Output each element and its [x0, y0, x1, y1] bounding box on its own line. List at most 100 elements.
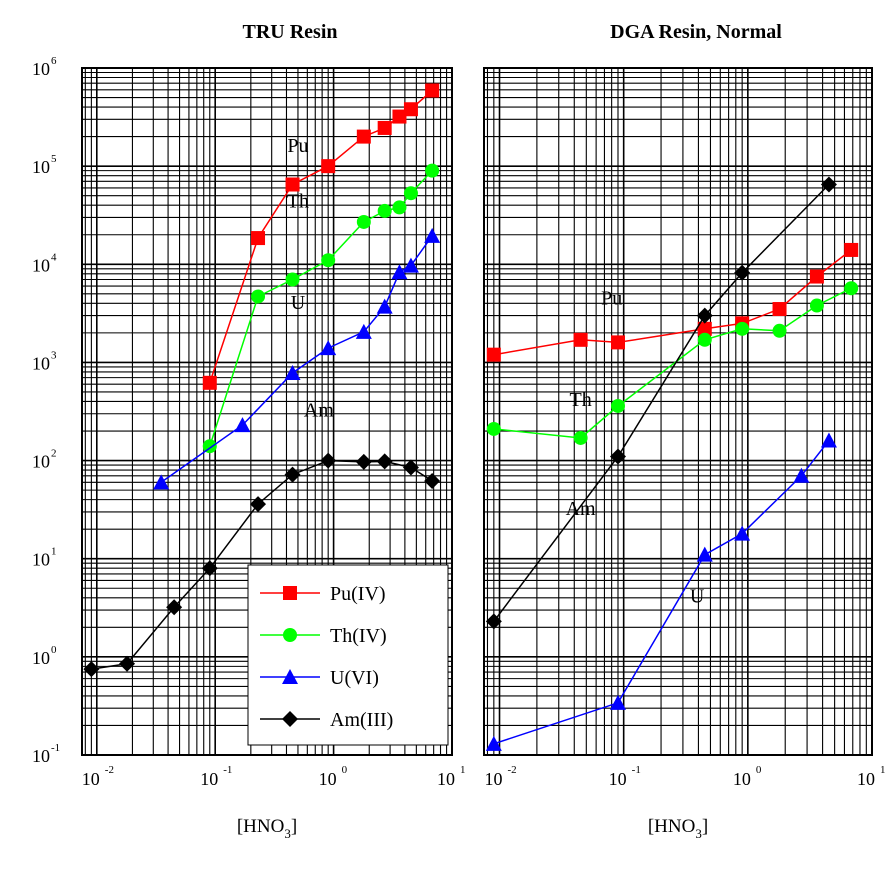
- series-line-u-vi: [493, 440, 830, 745]
- legend-box: [247, 564, 449, 746]
- legend-marker-u-vi: [282, 669, 298, 684]
- data-point-th-iv: [610, 398, 625, 413]
- y-tick-label: 10: [32, 452, 50, 472]
- data-point-am-iii: [166, 599, 183, 616]
- x-tick-exponent: -1: [632, 764, 641, 776]
- chart-title-right: DGA Resin, Normal: [610, 21, 782, 43]
- x-tick-label: 10: [857, 769, 875, 789]
- data-point-u-vi: [424, 227, 441, 243]
- legend-marker-am-iii: [282, 711, 298, 727]
- legend-marker-th-iv: [283, 628, 297, 642]
- data-point-pu-iv: [202, 375, 217, 390]
- y-tick-exponent: 4: [51, 251, 57, 263]
- data-point-th-iv: [392, 200, 407, 215]
- data-point-am-iii: [201, 560, 218, 577]
- x-tick-exponent: -2: [105, 764, 114, 776]
- data-point-am-iii: [320, 452, 337, 469]
- data-point-th-iv: [573, 430, 588, 445]
- x-tick-label: 10: [437, 769, 455, 789]
- data-point-u-vi: [485, 735, 502, 751]
- y-tick-label: 10: [32, 550, 50, 570]
- series-annotation: Am: [566, 498, 596, 520]
- data-point-th-iv: [321, 253, 336, 268]
- y-tick-label: 10: [32, 157, 50, 177]
- y-tick-exponent: 6: [51, 55, 57, 67]
- data-point-th-iv: [356, 214, 371, 229]
- data-point-pu-iv: [610, 335, 625, 350]
- data-point-pu-iv: [425, 83, 440, 98]
- data-point-am-iii: [696, 307, 713, 324]
- data-point-u-vi: [391, 264, 408, 280]
- y-tick-label: 10: [32, 255, 50, 275]
- data-point-am-iii: [609, 448, 626, 465]
- data-point-pu-iv: [403, 102, 418, 117]
- x-tick-label: 10: [319, 769, 337, 789]
- data-point-pu-iv: [809, 269, 824, 284]
- data-point-pu-iv: [356, 129, 371, 144]
- data-point-u-vi: [734, 525, 751, 541]
- x-tick-exponent: 1: [460, 764, 466, 776]
- y-tick-exponent: 1: [51, 546, 57, 558]
- data-point-th-iv: [403, 186, 418, 201]
- series-annotation: Am: [304, 400, 334, 422]
- data-point-th-iv: [844, 281, 859, 296]
- data-point-am-iii: [250, 496, 267, 513]
- data-point-u-vi: [355, 323, 372, 339]
- data-point-th-iv: [377, 203, 392, 218]
- data-point-th-iv: [772, 323, 787, 338]
- x-tick-label: 10: [733, 769, 751, 789]
- legend: Pu(IV) Th(IV) U(VI) Am(III): [247, 564, 449, 746]
- legend-label-th-iv: Th(IV): [330, 625, 387, 647]
- data-point-th-iv: [697, 332, 712, 347]
- data-point-am-iii: [485, 613, 502, 630]
- legend-label-pu-iv: Pu(IV): [330, 583, 386, 605]
- y-tick-label: 10: [32, 648, 50, 668]
- data-point-am-iii: [820, 176, 837, 193]
- data-point-th-iv: [486, 421, 501, 436]
- data-point-u-vi: [696, 546, 713, 562]
- series-annotation: U: [690, 585, 705, 607]
- data-point-u-vi: [793, 467, 810, 483]
- data-point-u-vi: [284, 365, 301, 381]
- series-line-th-iv: [493, 287, 852, 439]
- data-point-pu-iv: [285, 177, 300, 192]
- data-point-th-iv: [425, 163, 440, 178]
- data-point-pu-iv: [321, 159, 336, 174]
- data-point-pu-iv: [844, 242, 859, 257]
- x-tick-exponent: -2: [508, 764, 517, 776]
- chart-title-left: TRU Resin: [242, 21, 337, 43]
- data-point-pu-iv: [251, 231, 266, 246]
- data-point-u-vi: [402, 257, 419, 273]
- y-tick-exponent: -1: [51, 742, 60, 754]
- data-point-pu-iv: [377, 120, 392, 135]
- plot-frame: [81, 67, 453, 756]
- data-point-am-iii: [119, 655, 136, 672]
- data-point-am-iii: [376, 453, 393, 470]
- y-tick-exponent: 3: [51, 349, 57, 361]
- x-tick-exponent: 0: [342, 764, 348, 776]
- series-annotation: Th: [287, 190, 309, 212]
- data-point-u-vi: [609, 694, 626, 710]
- x-tick-label: 10: [609, 769, 627, 789]
- data-point-th-iv: [809, 298, 824, 313]
- x-tick-label: 10: [485, 769, 503, 789]
- legend-marker-pu-iv: [283, 586, 297, 600]
- data-point-pu-iv: [486, 347, 501, 362]
- y-tick-label: 10: [32, 59, 50, 79]
- series-annotation: U: [291, 292, 306, 314]
- x-tick-exponent: 1: [880, 764, 886, 776]
- data-point-am-iii: [355, 453, 372, 470]
- y-tick-label: 10: [32, 353, 50, 373]
- data-point-pu-iv: [697, 321, 712, 336]
- y-tick-exponent: 5: [51, 153, 57, 165]
- x-tick-exponent: 0: [756, 764, 762, 776]
- x-tick-label: 10: [200, 769, 218, 789]
- x-tick-exponent: -1: [223, 764, 232, 776]
- data-point-th-iv: [285, 272, 300, 287]
- y-tick-exponent: 2: [51, 448, 57, 460]
- data-point-am-iii: [284, 466, 301, 483]
- data-point-am-iii: [424, 472, 441, 489]
- x-tick-label: 10: [82, 769, 100, 789]
